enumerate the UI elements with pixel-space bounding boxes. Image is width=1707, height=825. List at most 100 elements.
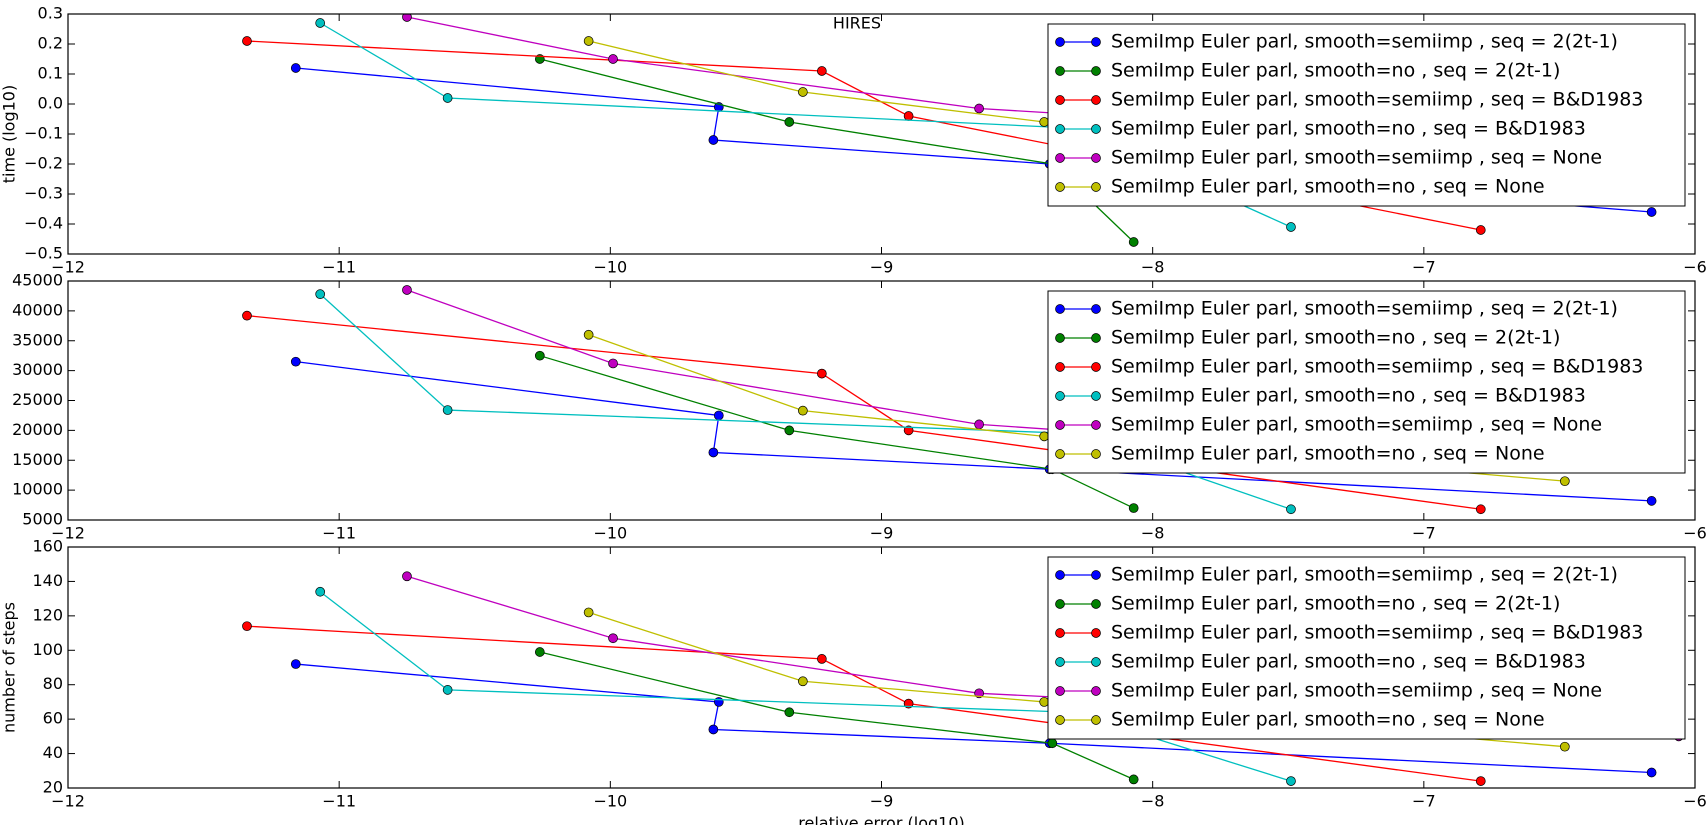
legend-label: SemiImp Euler parl, smooth=no , seq = No… xyxy=(1111,443,1545,465)
subplot: −12 −11 −10 −9 −8 −7 −6 5000 10000 15000 20000 2500… xyxy=(12,271,1707,543)
subplot: −12 −11 −10 −9 −8 −7 −6 20 40 60 80 100 120 140 160 num… xyxy=(0,537,1707,825)
legend-label: SemiImp Euler parl, smooth=semiimp , seq… xyxy=(1111,31,1618,53)
data-point xyxy=(442,405,453,415)
legend-marker xyxy=(1091,362,1101,372)
legend-marker xyxy=(1091,182,1101,192)
data-point xyxy=(608,633,618,644)
y-tick-label: −0.4 xyxy=(24,214,63,233)
data-point xyxy=(315,289,326,299)
data-point xyxy=(708,447,719,458)
x-tick-label: −7 xyxy=(1412,524,1436,543)
legend-marker xyxy=(1055,686,1065,696)
x-tick-label: −10 xyxy=(593,524,627,543)
legend-marker xyxy=(1055,628,1065,638)
y-tick-label: 20 xyxy=(43,778,63,797)
y-tick-label: 140 xyxy=(32,571,63,590)
legend-label: SemiImp Euler parl, smooth=semiimp , seq… xyxy=(1111,414,1602,436)
legend-marker xyxy=(1055,391,1065,401)
data-point xyxy=(583,36,594,46)
y-tick-label: 15000 xyxy=(12,450,63,469)
x-tick-label: −6 xyxy=(1683,792,1707,811)
data-point xyxy=(798,87,808,97)
legend-label: SemiImp Euler parl, smooth=semiimp , seq… xyxy=(1111,356,1643,378)
y-tick-label: −0.5 xyxy=(24,244,63,263)
data-point xyxy=(1286,222,1296,232)
legend-box xyxy=(1047,290,1686,474)
data-point xyxy=(816,654,827,664)
data-point xyxy=(713,410,724,421)
legend-label: SemiImp Euler parl, smooth=no , seq = B&… xyxy=(1111,385,1586,407)
data-point xyxy=(402,285,412,295)
series-line xyxy=(539,355,1134,509)
legend-label: SemiImp Euler parl, smooth=no , seq = 2(… xyxy=(1111,593,1560,615)
data-point xyxy=(903,111,914,121)
legend-marker xyxy=(1091,570,1101,580)
data-point xyxy=(608,358,618,369)
legend-label: SemiImp Euler parl, smooth=no , seq = No… xyxy=(1111,176,1545,198)
y-tick-label: 25000 xyxy=(12,390,63,409)
y-tick-label: 60 xyxy=(43,709,63,728)
legend-marker xyxy=(1055,449,1065,459)
legend-marker xyxy=(1055,304,1065,314)
series-line xyxy=(246,625,1481,782)
data-point xyxy=(1039,117,1050,127)
plot-frame xyxy=(67,280,1696,521)
data-point xyxy=(534,647,545,657)
data-point xyxy=(315,586,326,597)
legend-marker xyxy=(1091,628,1101,638)
x-tick-label: −9 xyxy=(870,792,894,811)
x-tick-label: −11 xyxy=(322,524,356,543)
legend-marker xyxy=(1055,599,1065,609)
legend-marker xyxy=(1055,66,1065,76)
legend-label: SemiImp Euler parl, smooth=semiimp , seq… xyxy=(1111,564,1618,586)
data-point xyxy=(1128,774,1139,785)
data-point xyxy=(1559,476,1570,487)
data-point xyxy=(1128,237,1139,247)
legend-marker xyxy=(1091,95,1101,105)
legend-marker xyxy=(1091,686,1101,696)
x-tick-label: −6 xyxy=(1683,524,1707,543)
data-point xyxy=(315,18,326,28)
data-point xyxy=(442,93,453,103)
data-point xyxy=(1039,697,1050,707)
data-point xyxy=(903,425,914,436)
data-point xyxy=(290,356,301,367)
y-tick-label: 10000 xyxy=(12,480,63,499)
data-point xyxy=(402,571,412,582)
data-point xyxy=(583,607,594,618)
legend-label: SemiImp Euler parl, smooth=semiimp , seq… xyxy=(1111,89,1643,111)
x-tick-label: −10 xyxy=(593,792,627,811)
data-point xyxy=(784,425,795,436)
legend-label: SemiImp Euler parl, smooth=no , seq = 2(… xyxy=(1111,60,1560,82)
legend-label: SemiImp Euler parl, smooth=no , seq = 2(… xyxy=(1111,327,1560,349)
legend-marker xyxy=(1091,715,1101,725)
data-point xyxy=(798,405,808,416)
x-tick-label: −9 xyxy=(870,524,894,543)
legend: SemiImp Euler parl, smooth=semiimp , seq… xyxy=(1047,23,1686,207)
legend-marker xyxy=(1091,657,1101,667)
legend: SemiImp Euler parl, smooth=semiimp , seq… xyxy=(1047,556,1686,740)
data-point xyxy=(816,66,827,76)
legend-marker xyxy=(1055,715,1065,725)
data-point xyxy=(290,659,301,669)
data-point xyxy=(290,63,301,73)
legend-marker xyxy=(1091,37,1101,47)
x-tick-label: −9 xyxy=(870,258,894,277)
subplot: −12 −11 −10 −9 −8 −7 −6 −0.5 −0.4 −0.3 −0.2 −0.1 0.0… xyxy=(0,4,1707,277)
data-point xyxy=(1646,767,1657,778)
data-point xyxy=(242,36,252,46)
data-point xyxy=(816,368,827,379)
legend-label: SemiImp Euler parl, smooth=semiimp , seq… xyxy=(1111,622,1643,644)
legend-marker xyxy=(1055,182,1065,192)
y-tick-label: 0.1 xyxy=(38,64,63,83)
legend-marker xyxy=(1055,570,1065,580)
data-point xyxy=(1475,225,1486,235)
y-tick-label: 0.0 xyxy=(38,94,63,113)
y-tick-label: 0.2 xyxy=(38,34,63,53)
x-tick-label: −12 xyxy=(51,792,85,811)
legend-label: SemiImp Euler parl, smooth=semiimp , seq… xyxy=(1111,147,1602,169)
y-tick-label: 160 xyxy=(32,537,63,556)
x-axis-label: relative error (log10) xyxy=(798,814,965,825)
legend-label: SemiImp Euler parl, smooth=no , seq = B&… xyxy=(1111,118,1586,140)
data-point xyxy=(784,707,795,718)
